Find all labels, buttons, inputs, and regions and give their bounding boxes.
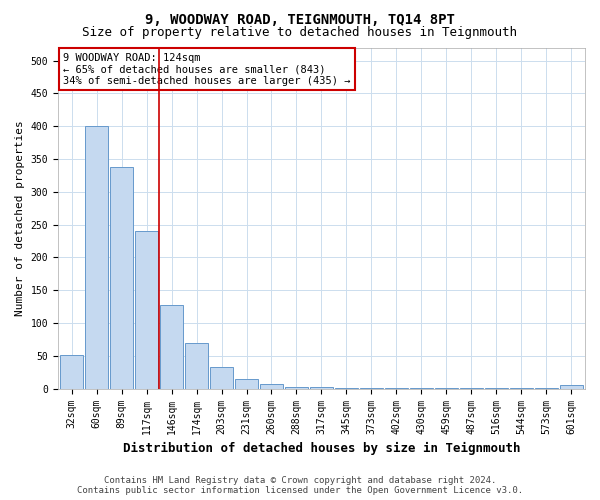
Bar (160, 304, 183, 388)
Bar (285, 386, 308, 388)
Bar (185, 342, 208, 388)
Y-axis label: Number of detached properties: Number of detached properties (15, 120, 25, 316)
Bar (110, 167, 133, 388)
Bar (136, 230, 158, 388)
Text: 9, WOODWAY ROAD, TEIGNMOUTH, TQ14 8PT: 9, WOODWAY ROAD, TEIGNMOUTH, TQ14 8PT (145, 12, 455, 26)
Text: Contains HM Land Registry data © Crown copyright and database right 2024.
Contai: Contains HM Land Registry data © Crown c… (77, 476, 523, 495)
Bar (260, 384, 283, 388)
Bar (61, 355, 83, 388)
X-axis label: Distribution of detached houses by size in Teignmouth: Distribution of detached houses by size … (123, 442, 520, 455)
Bar (210, 367, 233, 388)
Bar (85, 126, 108, 388)
Bar (560, 386, 583, 388)
Text: 9 WOODWAY ROAD: 124sqm
← 65% of detached houses are smaller (843)
34% of semi-de: 9 WOODWAY ROAD: 124sqm ← 65% of detached… (63, 52, 350, 86)
Bar (235, 379, 258, 388)
Text: Size of property relative to detached houses in Teignmouth: Size of property relative to detached ho… (83, 26, 517, 39)
